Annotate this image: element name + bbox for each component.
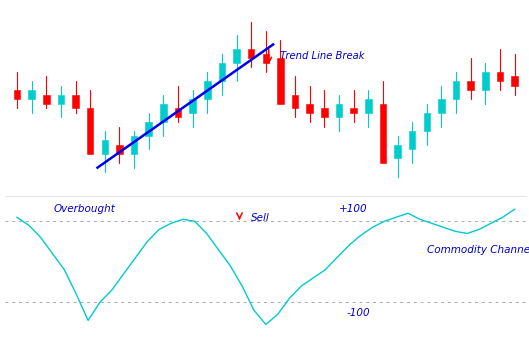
- Bar: [380, 104, 386, 163]
- Bar: [248, 49, 254, 58]
- Bar: [365, 99, 371, 113]
- Bar: [277, 58, 284, 104]
- Bar: [189, 99, 196, 113]
- Bar: [292, 95, 298, 108]
- Bar: [72, 95, 79, 108]
- Bar: [87, 108, 94, 154]
- Bar: [218, 63, 225, 81]
- Bar: [409, 131, 415, 149]
- Bar: [336, 104, 342, 117]
- Bar: [58, 95, 64, 104]
- Text: Overbought: Overbought: [53, 204, 115, 214]
- Bar: [131, 136, 138, 154]
- Bar: [204, 81, 211, 99]
- Text: Sell: Sell: [251, 213, 270, 223]
- Bar: [262, 54, 269, 63]
- Bar: [438, 99, 445, 113]
- Text: -100: -100: [346, 308, 370, 318]
- Bar: [43, 95, 50, 104]
- Bar: [306, 104, 313, 113]
- Bar: [512, 76, 518, 85]
- Bar: [102, 140, 108, 154]
- Bar: [175, 108, 181, 117]
- Text: Commodity Channel Index: Commodity Channel Index: [427, 244, 529, 255]
- Bar: [453, 81, 459, 99]
- Text: +100: +100: [339, 204, 368, 214]
- Bar: [350, 108, 357, 113]
- Bar: [29, 90, 35, 99]
- Bar: [482, 72, 489, 90]
- Bar: [321, 108, 327, 117]
- Bar: [116, 145, 123, 154]
- Bar: [497, 72, 503, 81]
- Bar: [468, 81, 474, 90]
- Bar: [424, 113, 430, 131]
- Text: Trend Line Break: Trend Line Break: [280, 51, 365, 61]
- Bar: [145, 122, 152, 136]
- Bar: [233, 49, 240, 63]
- Bar: [394, 145, 401, 158]
- Bar: [14, 90, 20, 99]
- Bar: [160, 104, 167, 122]
